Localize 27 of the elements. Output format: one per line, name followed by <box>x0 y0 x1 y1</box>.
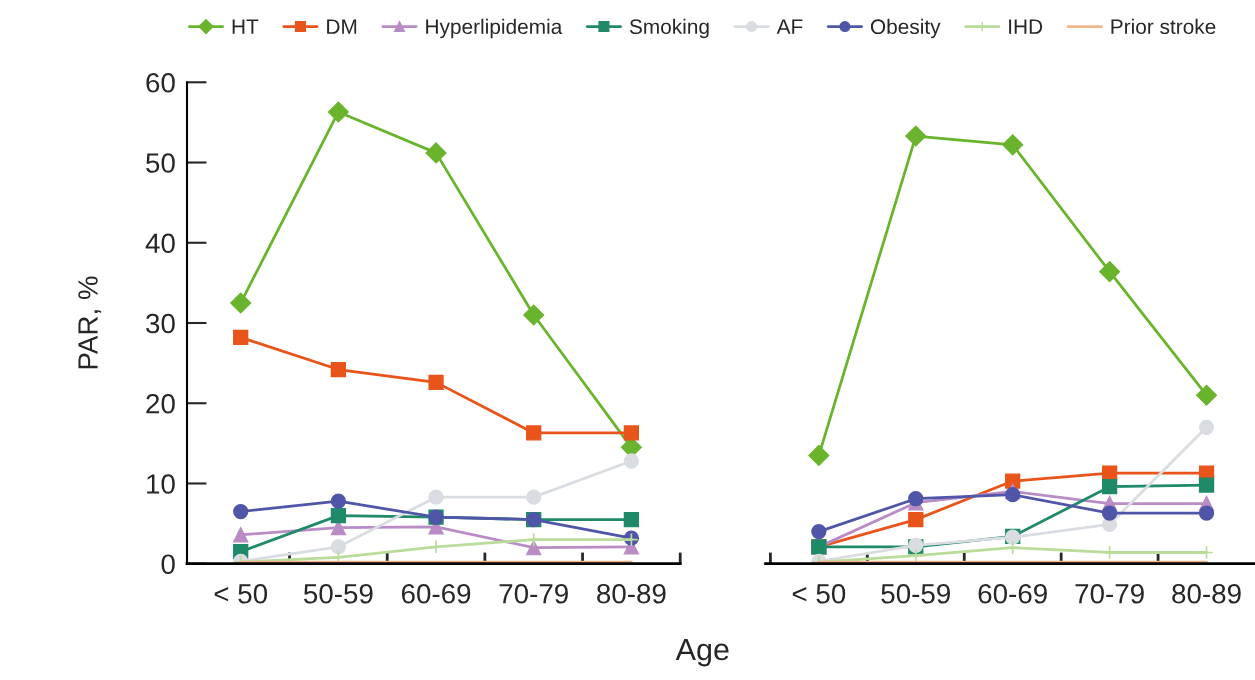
y-tick-label: 20 <box>146 393 175 414</box>
x-tick-label: 50-59 <box>881 583 950 604</box>
x-axis-title: Age <box>675 639 729 667</box>
y-tick-label: 10 <box>147 474 175 494</box>
y-tick-label: 50 <box>146 153 175 173</box>
x-tick-label: < 50 <box>214 583 268 604</box>
legend-label: Prior stroke <box>1111 18 1216 35</box>
x-tick-label: 70-79 <box>1075 583 1144 604</box>
y-tick-label: 40 <box>145 233 175 254</box>
y-tick-label: 60 <box>146 72 175 93</box>
x-tick-label: 60-69 <box>978 583 1047 604</box>
y-axis-title: PAR, % <box>78 276 102 369</box>
legend-label: IHD <box>1009 19 1043 34</box>
y-tick-label: 0 <box>161 554 175 575</box>
x-tick-label: 50-59 <box>303 583 373 604</box>
legend-label: Obesity <box>870 18 941 39</box>
x-tick-label: 60-69 <box>401 583 471 604</box>
x-tick-label: 80-89 <box>597 583 666 604</box>
legend-label: Hyperlipidemia <box>426 18 563 39</box>
y-tick-label: 30 <box>146 313 175 334</box>
x-tick-label: 80-89 <box>1172 583 1241 604</box>
legend-label: HT <box>232 19 259 34</box>
legend-label: DM <box>327 19 357 34</box>
x-tick-label: < 50 <box>792 583 846 604</box>
legend-label: AF <box>776 19 803 34</box>
x-tick-label: 70-79 <box>499 583 568 604</box>
legend-label: Smoking <box>629 18 709 39</box>
